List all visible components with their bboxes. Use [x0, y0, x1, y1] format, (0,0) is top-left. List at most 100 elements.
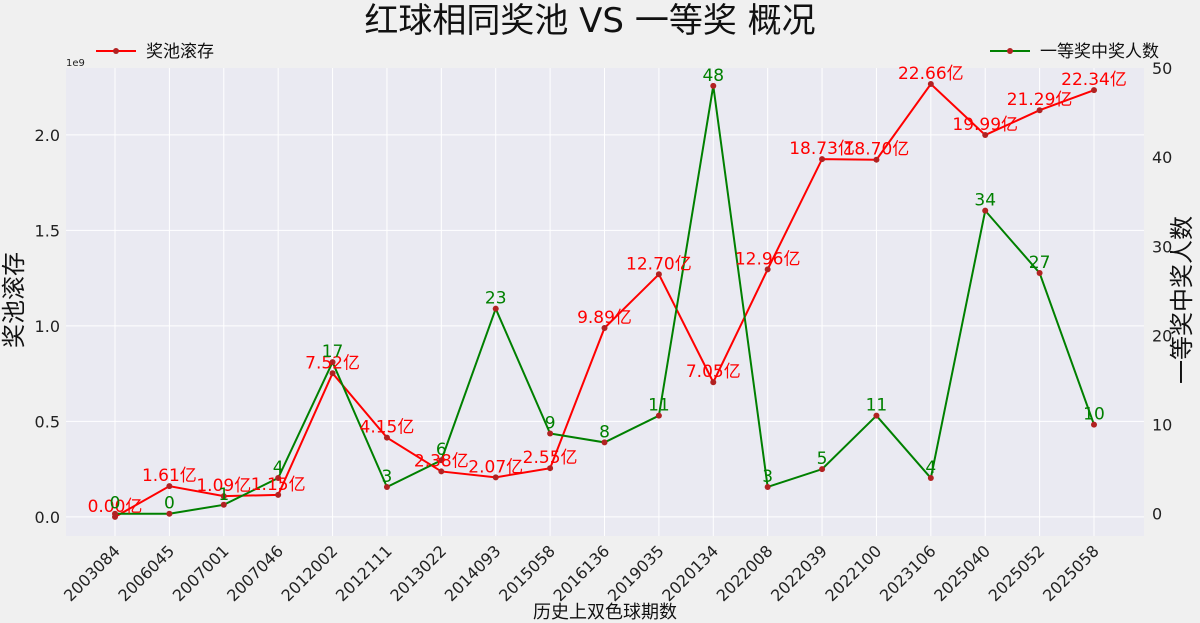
jackpot-point [710, 379, 717, 386]
winners-point [819, 466, 826, 473]
winners-point [220, 501, 227, 508]
jackpot-point [220, 493, 227, 500]
winners-point [492, 305, 499, 312]
winners-point [547, 430, 554, 437]
series-layer [112, 81, 1097, 520]
chart-title: 红球相同奖池 VS 一等奖 概况 [364, 1, 815, 41]
legend-marker-jackpot [113, 48, 119, 54]
winners-data-label: 48 [702, 66, 724, 86]
winners-data-label: 0 [164, 494, 175, 514]
winners-point [1036, 270, 1043, 277]
jackpot-point [329, 370, 336, 377]
jackpot-data-label: 4.15亿 [360, 418, 415, 438]
jackpot-point [547, 465, 554, 472]
jackpot-data-label: 2.07亿 [468, 457, 523, 477]
jackpot-data-label: 18.73亿 [789, 139, 855, 159]
legend-label-winners: 一等奖中奖人数 [1040, 42, 1159, 62]
winners-point [927, 475, 934, 482]
jackpot-point [927, 81, 934, 88]
jackpot-data-label: 1.61亿 [142, 466, 197, 486]
winners-data-label: 11 [648, 396, 670, 416]
winners-data-label: 3 [382, 467, 393, 487]
y-left-tick-label: 0.0 [35, 508, 60, 527]
jackpot-point [492, 474, 499, 481]
y-right-tick-label: 50 [1152, 59, 1172, 78]
y-left-tick-label: 1.5 [35, 221, 60, 240]
winners-point [329, 359, 336, 366]
winners-point [383, 483, 390, 490]
winners-data-label: 9 [545, 413, 556, 433]
winners-point [764, 483, 771, 490]
jackpot-point [383, 434, 390, 441]
jackpot-data-label: 2.38亿 [414, 451, 469, 471]
left-axis-multiplier: 1e9 [66, 58, 85, 69]
winners-point [655, 412, 662, 419]
y-right-tick-label: 20 [1152, 326, 1172, 345]
y-right-axis-title: 一等奖中奖人数 [1168, 216, 1196, 384]
jackpot-point [982, 132, 989, 139]
y-left-axis-title: 奖池滚存 [0, 252, 28, 348]
winners-point [112, 510, 118, 517]
jackpot-data-label: 1.09亿 [196, 476, 251, 496]
jackpot-point [1036, 107, 1043, 114]
jackpot-data-label: 21.29亿 [1007, 90, 1073, 110]
jackpot-data-label: 7.52亿 [305, 353, 360, 373]
winners-data-label: 34 [974, 191, 996, 211]
legend-right: 一等奖中奖人数 [990, 42, 1159, 62]
jackpot-point [1091, 87, 1097, 94]
winners-point [601, 439, 608, 446]
winners-point [873, 412, 880, 419]
x-axis-title: 历史上双色球期数 [533, 602, 677, 623]
winners-data-label: 1 [218, 485, 229, 505]
y-right-tick-label: 40 [1152, 148, 1172, 167]
jackpot-data-label: 19.99亿 [952, 115, 1018, 135]
winners-data-label: 4 [273, 458, 284, 478]
winners-point [438, 457, 445, 464]
jackpot-data-label: 2.55亿 [523, 448, 578, 468]
winners-data-label: 6 [436, 440, 447, 460]
legend-marker-winners [1007, 48, 1013, 54]
y-right-tick-label: 0 [1152, 505, 1162, 524]
winners-point [1091, 421, 1097, 428]
jackpot-point [873, 156, 880, 163]
jackpot-data-label: 0.00亿 [88, 497, 143, 517]
winners-point [982, 207, 989, 214]
legend-label-jackpot: 奖池滚存 [146, 42, 214, 62]
y-left-tick-label: 0.5 [35, 412, 60, 431]
grid-lines [66, 68, 1144, 536]
legend-left: 奖池滚存 [96, 42, 214, 62]
y-right-tick-label: 10 [1152, 416, 1172, 435]
jackpot-point [275, 491, 282, 498]
winners-data-label: 5 [817, 449, 828, 469]
y-right-tick-label: 30 [1152, 237, 1172, 256]
winners-data-label: 23 [485, 289, 507, 309]
jackpot-point [819, 156, 826, 163]
winners-data-label: 10 [1083, 405, 1105, 425]
jackpot-point [655, 271, 662, 278]
jackpot-data-label: 9.89亿 [577, 308, 632, 328]
winners-data-label: 8 [599, 422, 610, 442]
jackpot-data-label: 1.15亿 [251, 475, 306, 495]
winners-point [710, 82, 717, 89]
winners-data-label: 11 [866, 396, 888, 416]
jackpot-data-label: 18.70亿 [844, 140, 910, 160]
jackpot-data-label: 22.66亿 [898, 64, 964, 84]
data-labels: 0.00亿 1.61亿 1.09亿 1.15亿 7.52亿 4.15亿 2.38亿 2.07亿… [88, 64, 1127, 517]
jackpot-point [438, 468, 445, 475]
y-left-tick-label: 2.0 [35, 126, 60, 145]
winners-data-label: 4 [925, 458, 936, 478]
jackpot-data-label: 22.34亿 [1061, 70, 1127, 90]
winners-data-label: 27 [1029, 253, 1051, 273]
jackpot-point [764, 266, 771, 273]
jackpot-data-label: 12.70亿 [626, 254, 692, 274]
jackpot-point [601, 324, 608, 331]
y-left-tick-label: 1.0 [35, 317, 60, 336]
jackpot-data-label: 12.96亿 [735, 249, 801, 269]
winners-point [275, 475, 282, 482]
jackpot-data-label: 7.05亿 [686, 362, 741, 382]
winners-data-label: 3 [762, 467, 773, 487]
winners-data-label: 0 [110, 494, 121, 514]
jackpot-point [166, 483, 173, 490]
winners-point [166, 510, 173, 517]
